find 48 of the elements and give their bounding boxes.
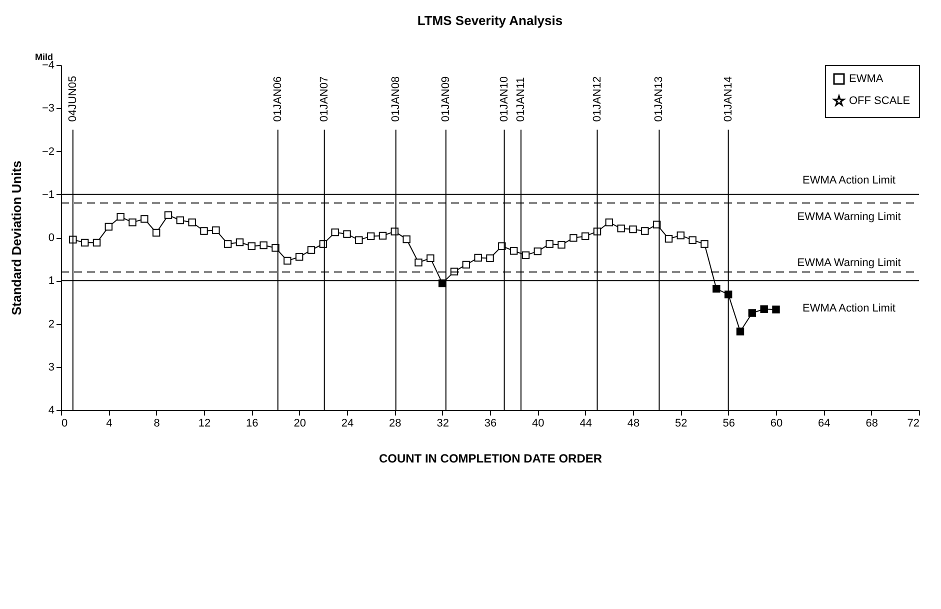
y-tick-label: 2 (48, 318, 54, 330)
x-tick-label: 36 (484, 418, 497, 430)
ref-line-label: 01JAN08 (390, 76, 402, 122)
text: Mild (35, 52, 53, 62)
y-tick-label: −3 (42, 102, 54, 115)
ref-line-label: 01JAN10 (498, 76, 510, 122)
x-tick-label: 48 (627, 418, 640, 430)
ref-line-label: 01JAN06 (272, 76, 284, 122)
y-tick-label: −4 (42, 60, 54, 72)
x-tick-label: 60 (770, 418, 783, 430)
ref-line-label: 01JAN13 (653, 76, 666, 122)
y-axis-title: Standard Deviation Units (8, 160, 24, 316)
ref-line-label: 01JAN11 (514, 77, 527, 122)
x-tick-label: 8 (154, 418, 160, 430)
x-tick-label: 16 (246, 418, 258, 430)
y-tick-label: −1 (42, 188, 54, 201)
ref-line-label: EWMA Action Limit (802, 174, 896, 186)
y-tick-label: 4 (48, 404, 54, 416)
x-tick-label: 52 (675, 418, 688, 430)
chart-title: LTMS Severity Analysis (417, 13, 563, 28)
x-tick-label: 56 (722, 418, 735, 430)
y-tick-label: 1 (48, 275, 54, 288)
x-tick-label: 68 (866, 418, 878, 430)
x-tick-label: 20 (294, 418, 306, 430)
y-tick-label: 0 (48, 232, 54, 244)
ref-line-label: 04JUN05 (66, 76, 79, 122)
x-tick-label: 72 (907, 418, 920, 430)
x-tick-label: 32 (436, 418, 449, 430)
x-tick-label: 4 (106, 418, 112, 430)
x-tick-label: 64 (818, 418, 830, 430)
x-tick-label: 0 (62, 418, 68, 430)
x-tick-label: 12 (198, 418, 211, 430)
x-tick-label: 40 (532, 418, 544, 430)
y-tick-label: −2 (42, 146, 54, 158)
ref-line-label: 01JAN12 (591, 76, 604, 122)
x-tick-label: 44 (580, 418, 592, 430)
ref-line-label: EWMA Warning Limit (797, 257, 901, 269)
x-tick-label: 28 (389, 418, 402, 430)
ref-line-label: 01JAN14 (722, 76, 734, 122)
x-tick-label: 24 (341, 418, 354, 430)
legend-label: EWMA (849, 73, 884, 85)
legend-label: OFF SCALE (849, 95, 910, 107)
x-axis-title: COUNT IN COMPLETION DATE ORDER (378, 452, 602, 466)
ref-line-label: 01JAN07 (318, 76, 330, 122)
ref-line-label: EWMA Action Limit (802, 302, 896, 315)
ref-line-label: EWMA Warning Limit (797, 211, 901, 223)
ref-line-label: 01JAN09 (440, 76, 452, 122)
y-tick-label: 3 (48, 361, 54, 374)
